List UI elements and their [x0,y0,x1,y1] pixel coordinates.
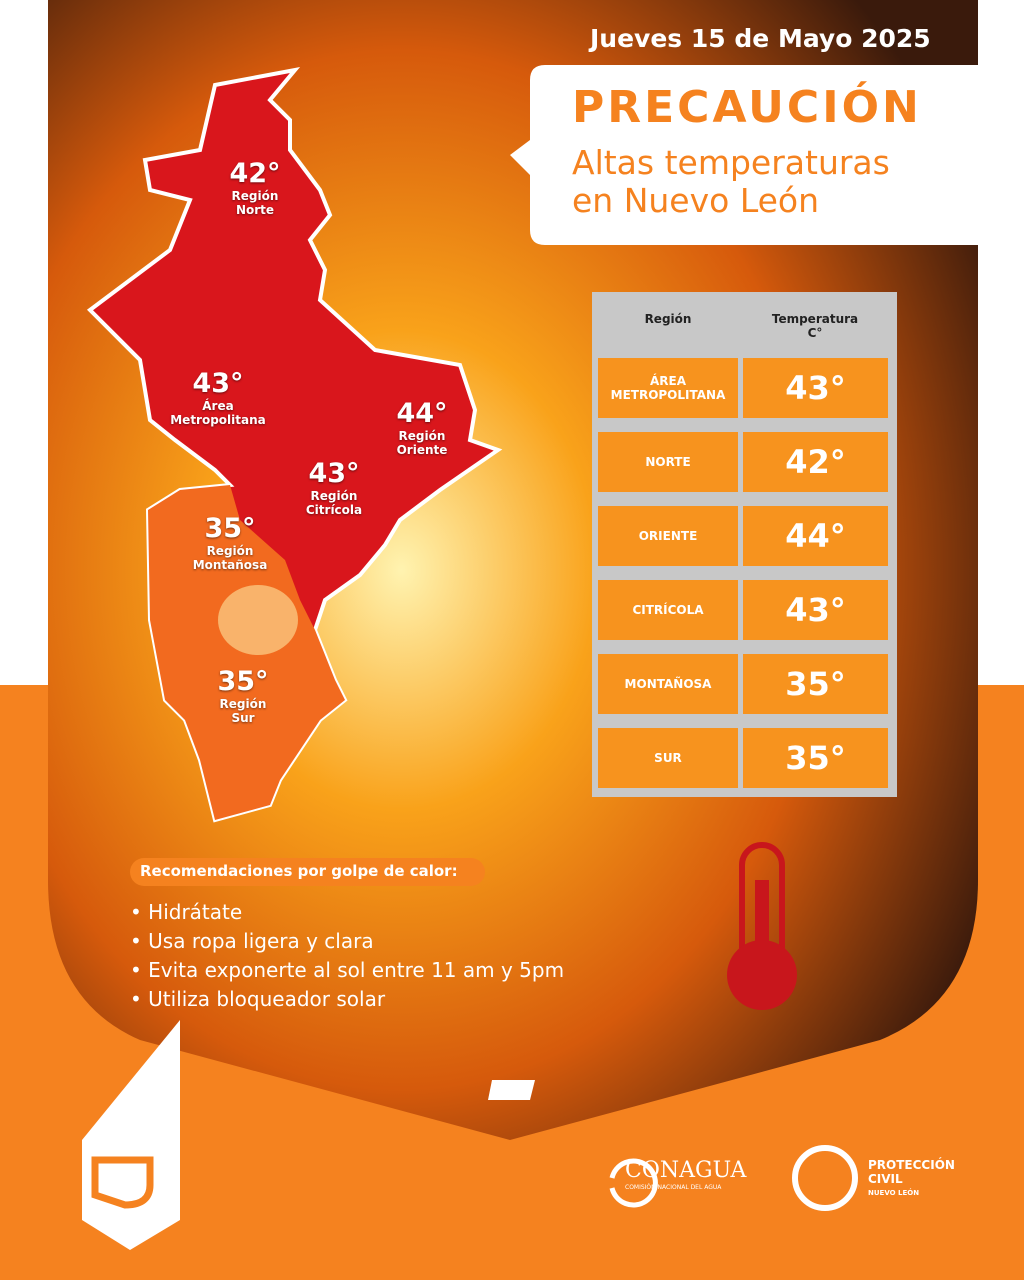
map-label: 35° Región Sur [217,666,268,725]
region-cell: CITRÍCOLA [598,580,738,640]
table-header: Temperatura C° [745,312,885,340]
temp-cell: 35° [743,728,888,788]
region-line: ORIENTE [638,529,698,543]
header-line: C° [807,326,823,340]
temp-cell: 44° [743,506,888,566]
map-region: Sur [231,711,255,725]
map-region: Región [206,544,254,558]
rec-text: Utiliza bloqueador solar [148,987,386,1011]
map-label: 43° Área Metropolitana [170,368,266,427]
map-region: Montañosa [192,558,268,572]
region-cell: MONTAÑOSA [598,654,738,714]
region-cell: ÁREA METROPOLITANA [598,358,738,418]
pc-line: PROTECCIÓN [868,1158,955,1172]
map-temp: 35° [217,666,269,697]
date: Jueves 15 de Mayo 2025 [590,24,931,53]
map-region: Región [310,489,358,503]
region-cell: NORTE [598,432,738,492]
map-region: Región [231,189,279,203]
map-region: Región [398,429,446,443]
pc: PROTECCIÓN CIVIL NUEVO LEÓN [868,1158,955,1200]
rec-text: Hidrátate [148,900,243,924]
map-temp: 43° [308,458,360,489]
rec-item: • Usa ropa ligera y clara [130,929,374,953]
map-label: 43° Región Citrícola [306,458,362,517]
title: PRECAUCIÓN [572,82,922,133]
temp-cell: 43° [743,358,888,418]
map-temp: 44° [396,398,448,429]
header-line: Región [644,312,692,326]
region-line: METROPOLITANA [610,388,726,402]
rec-item: • Hidrátate [130,900,243,924]
rec-item: • Evita exponerte al sol entre 11 am y 5… [130,958,565,982]
table-header: Región [598,312,738,326]
conagua-sub: COMISIÓN NACIONAL DEL AGUA [625,1184,722,1191]
map-region: Norte [235,203,275,217]
map-temp: 35° [204,513,256,544]
map-temp: 43° [192,368,244,399]
rec-item: • Utiliza bloqueador solar [130,987,386,1011]
map-region: Metropolitana [170,413,266,427]
rec-title: Recomendaciones por golpe de calor: [140,862,458,880]
region-line: NORTE [645,455,691,469]
map-region: Citrícola [305,503,363,517]
map-region: Oriente [396,443,448,457]
region-line: SUR [654,751,682,765]
conagua: CONAGUA [625,1158,747,1183]
region-line: CITRÍCOLA [632,603,704,617]
pc-line: CIVIL [868,1172,903,1186]
map-region: Área [202,399,234,413]
temp-cell: 43° [743,580,888,640]
subtitle-line: en Nuevo León [572,181,820,220]
region-line: ÁREA [649,374,686,388]
subtitle-line: Altas temperaturas [572,143,890,182]
header-line: Temperatura [771,312,859,326]
map-temp: 42° [229,158,281,189]
subtitle: Altas temperaturas en Nuevo León [572,144,890,220]
region-cell: SUR [598,728,738,788]
temp-cell: 35° [743,654,888,714]
map-label: 35° Región Montañosa [193,513,268,572]
map-label: 42° Región Norte [229,158,280,217]
rec-text: Evita exponerte al sol entre 11 am y 5pm [148,958,565,982]
region-cell: ORIENTE [598,506,738,566]
pc-sub: NUEVO LEÓN [868,1189,920,1197]
temp-cell: 42° [743,432,888,492]
map-label: 44° Región Oriente [396,398,447,457]
map-region: Región [219,697,267,711]
region-line: MONTAÑOSA [624,677,712,691]
rec-text: Usa ropa ligera y clara [148,929,374,953]
